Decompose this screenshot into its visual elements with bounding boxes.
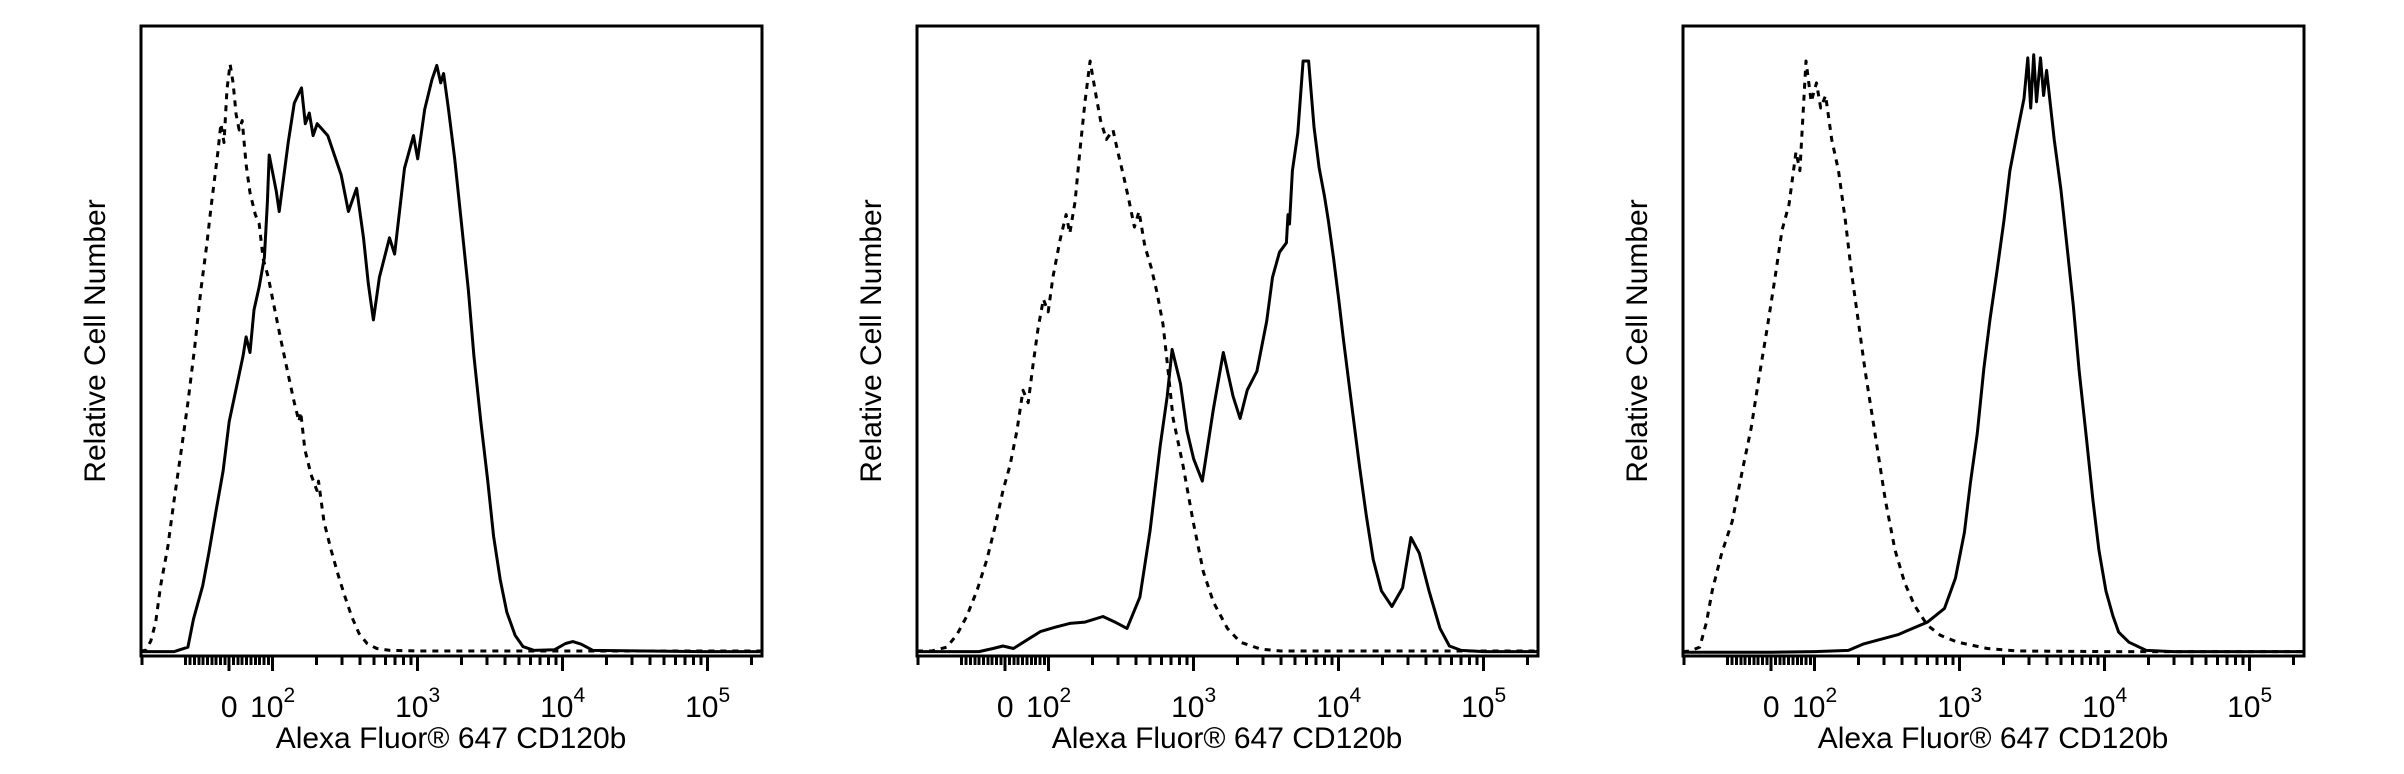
x-tick-label: 0	[221, 691, 238, 724]
x-tick-label: 104	[1316, 684, 1361, 724]
x-tick-labels: 0 102 103 104 105	[997, 684, 1506, 724]
x-axis-title: Alexa Fluor® 647 CD120b	[276, 722, 627, 755]
histogram-panel-2: 0 102 103 104 105 Alexa Fluor® 647 CD120b Re…	[855, 24, 1540, 755]
plot-box	[915, 24, 1540, 658]
x-tick-label: 105	[1461, 684, 1506, 724]
x-tick-label: 104	[2082, 684, 2127, 724]
x-axis-ticks	[1682, 657, 2295, 671]
x-tick-label: 0	[997, 691, 1014, 724]
x-tick-label: 105	[2227, 684, 2272, 724]
histogram-curves	[917, 59, 1538, 654]
y-axis-title: Relative Cell Number	[1621, 199, 1654, 482]
plot-box	[1681, 24, 2306, 658]
y-axis-title: Relative Cell Number	[79, 199, 112, 482]
dashed-control-histogram	[917, 59, 1538, 653]
x-tick-label: 103	[1171, 684, 1216, 724]
x-tick-labels: 0 102 103 104 105	[221, 684, 730, 724]
histogram-curves	[1682, 53, 2304, 654]
plot-box	[139, 24, 764, 658]
x-axis-ticks	[140, 657, 753, 671]
dashed-control-histogram	[1682, 59, 2304, 654]
x-tick-label: 104	[540, 684, 585, 724]
x-tick-label: 102	[250, 684, 295, 724]
solid-stained-histogram	[917, 59, 1538, 654]
x-tick-labels: 0 102 103 104 105	[1763, 684, 2272, 724]
x-tick-label: 103	[395, 684, 440, 724]
dashed-control-histogram	[140, 62, 762, 653]
x-tick-label: 105	[685, 684, 730, 724]
x-axis-title: Alexa Fluor® 647 CD120b	[1818, 722, 2169, 755]
x-tick-label: 102	[1026, 684, 1071, 724]
histogram-panel-3: 0 102 103 104 105 Alexa Fluor® 647 CD120b Re…	[1621, 24, 2306, 755]
x-axis-title: Alexa Fluor® 647 CD120b	[1052, 722, 1403, 755]
solid-stained-histogram	[1683, 53, 2304, 654]
x-tick-label: 0	[1763, 691, 1780, 724]
x-axis-ticks	[916, 657, 1529, 671]
x-tick-label: 102	[1792, 684, 1837, 724]
y-axis-title: Relative Cell Number	[855, 199, 888, 482]
x-tick-label: 103	[1937, 684, 1982, 724]
histogram-curves	[140, 62, 762, 654]
solid-stained-histogram	[141, 63, 762, 654]
histogram-panel-1: 0 102 103 104 105 Alexa Fluor® 647 CD120b Re…	[79, 24, 764, 755]
